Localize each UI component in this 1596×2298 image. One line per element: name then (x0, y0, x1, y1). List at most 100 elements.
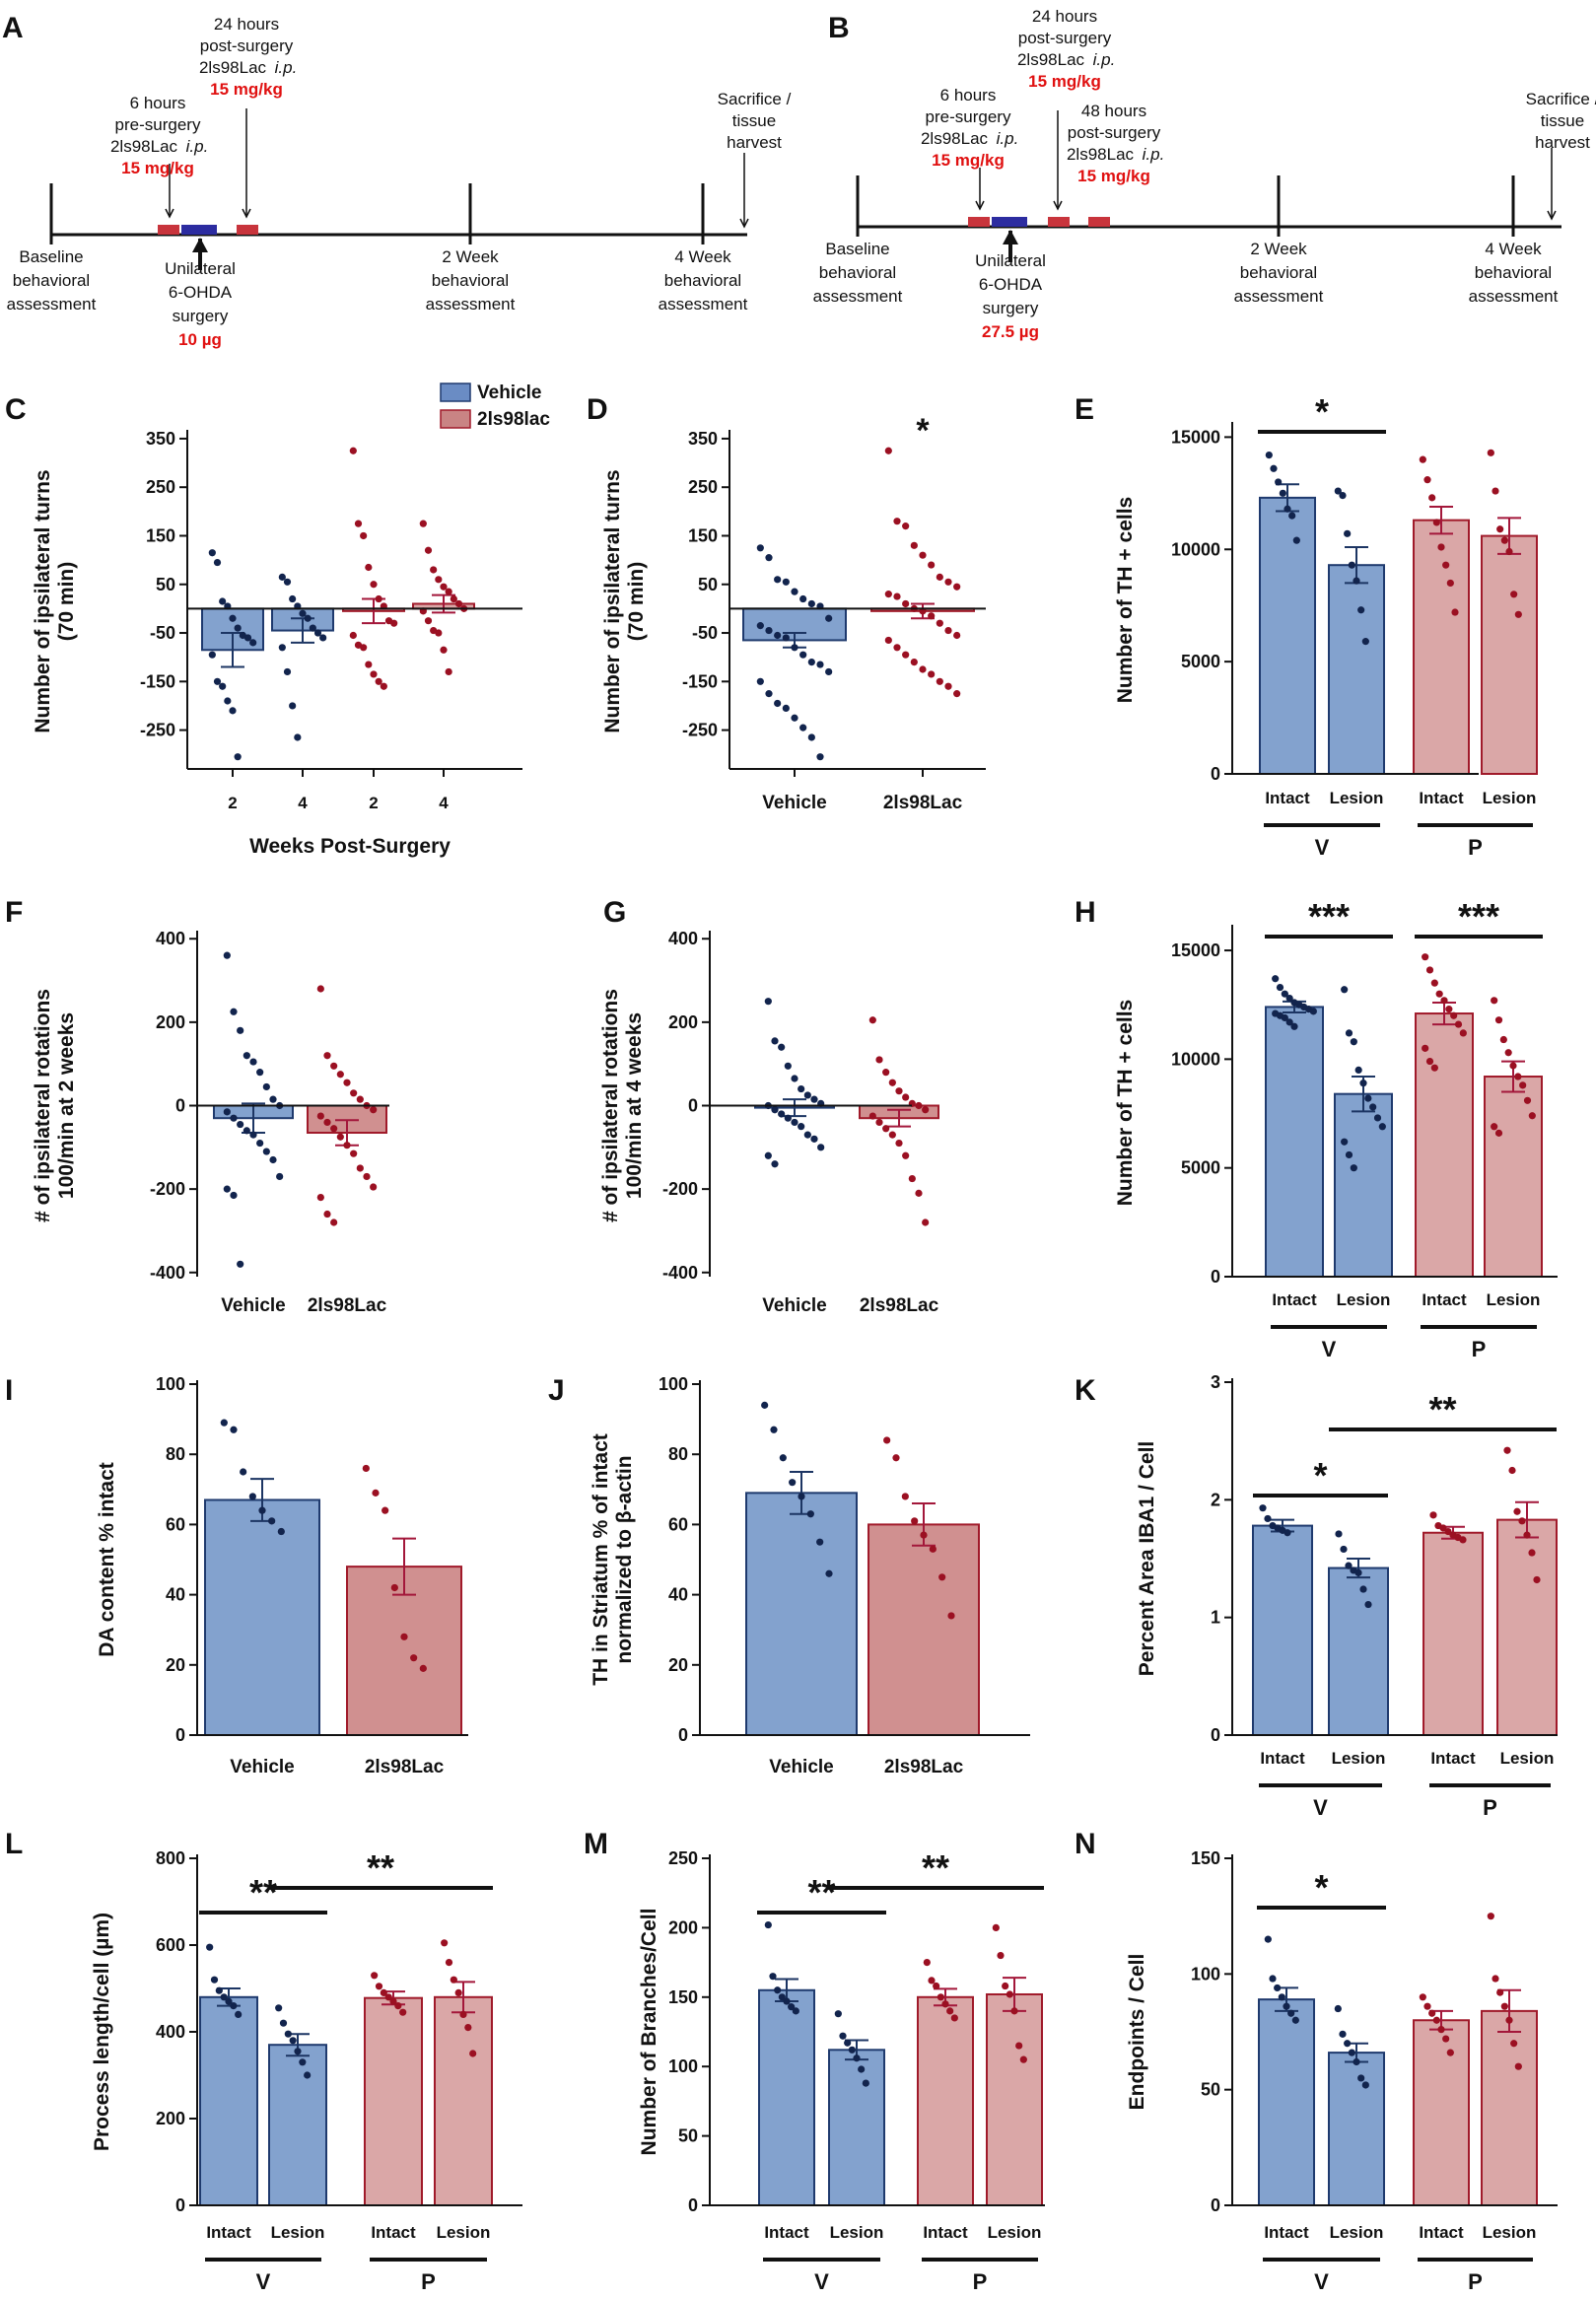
data-point (309, 624, 316, 632)
data-point (1510, 591, 1518, 598)
data-point (323, 1052, 331, 1060)
y-axis-title: # of ipsilateral rotations (32, 989, 54, 1222)
data-point (902, 651, 910, 659)
bar-K-0 (1252, 1524, 1313, 1736)
x-tick-label: Intact (923, 2223, 968, 2242)
x-tick-label: Intact (1419, 2223, 1464, 2242)
bar-H-3 (1484, 1076, 1543, 1279)
data-point (330, 1062, 338, 1070)
x-tick-label: 2ls98Lac (365, 1757, 445, 1777)
data-point (778, 1043, 786, 1051)
group-label: P (1468, 2269, 1483, 2293)
data-point (936, 619, 943, 627)
bar-K-3 (1496, 1518, 1558, 1736)
data-point (363, 1172, 371, 1181)
data-point (771, 1160, 779, 1168)
data-point (1015, 2042, 1023, 2050)
data-point (902, 522, 910, 530)
data-point (895, 1087, 903, 1095)
data-point (435, 576, 443, 584)
y-tick-label: -50 (150, 623, 175, 643)
x-tick-label: Lesion (1483, 2223, 1537, 2242)
data-point (1503, 1446, 1511, 1454)
timeline-text: Baseline (825, 240, 889, 258)
panel-letter: F (5, 896, 23, 929)
data-point (229, 707, 237, 715)
data-point (1281, 990, 1288, 998)
data-point (450, 1976, 457, 1984)
group-label: P (421, 2269, 436, 2293)
group-label: V (1315, 835, 1330, 860)
data-point (269, 1095, 277, 1103)
route-text: i.p. (186, 137, 209, 156)
y-tick-label: 600 (156, 1935, 185, 1955)
data-point (384, 1993, 392, 2001)
data-point (950, 2014, 958, 2022)
bar-M-3 (986, 1992, 1043, 2207)
data-point (419, 1664, 427, 1672)
group-label: P (1472, 1337, 1487, 1361)
data-point (1373, 1114, 1382, 1122)
data-point (1428, 2009, 1436, 2017)
data-point (803, 1131, 811, 1139)
data-point (1002, 1982, 1009, 1990)
data-point (390, 619, 398, 627)
data-point (765, 554, 773, 562)
data-point (336, 1133, 344, 1141)
data-point (343, 1079, 351, 1086)
y-tick-label: 3 (1211, 1372, 1220, 1392)
group-label: V (1314, 2269, 1329, 2293)
data-point (283, 667, 292, 676)
data-point (771, 1106, 779, 1114)
data-point (225, 1997, 233, 2005)
x-tick-label: Vehicle (230, 1757, 295, 1777)
timeline-text: surgery (983, 299, 1039, 317)
data-point (371, 1972, 379, 1980)
x-tick-label: Intact (1419, 789, 1464, 807)
timeline-text: 4 Week (674, 247, 731, 266)
timeline-text: 6 hours (130, 94, 186, 112)
data-point (1284, 1529, 1291, 1537)
x-tick-label: 2ls98Lac (860, 1295, 939, 1316)
data-point (360, 531, 368, 540)
data-point (1291, 2016, 1299, 2024)
data-point (1523, 1531, 1531, 1539)
arrow-head (242, 208, 251, 219)
y-tick-label: 10000 (1171, 539, 1220, 559)
data-point (399, 2008, 407, 2016)
y-tick-label: -400 (150, 1263, 185, 1283)
data-point (1292, 536, 1300, 544)
y-tick-label: 50 (1201, 2080, 1220, 2100)
data-point (223, 1108, 231, 1116)
y-tick-label: -150 (682, 671, 718, 691)
data-point (1437, 543, 1445, 551)
data-point (769, 1973, 777, 1981)
data-point (1419, 1993, 1426, 2001)
data-point (953, 690, 961, 698)
data-point (1423, 2002, 1431, 2010)
data-point (1510, 2040, 1518, 2048)
surgery-arrow-head (192, 238, 208, 252)
data-point (1276, 983, 1284, 992)
arrow-head (739, 218, 749, 229)
data-point (1508, 1466, 1516, 1475)
data-point (343, 1142, 351, 1149)
dose-text: 27.5 µg (982, 322, 1039, 341)
x-tick-label: 2ls98Lac (883, 793, 963, 813)
data-point (389, 1997, 397, 2005)
x-axis-title: Weeks Post-Surgery (249, 835, 451, 858)
data-point (248, 1493, 256, 1500)
data-point (316, 985, 324, 993)
data-point (783, 1997, 791, 2005)
data-point (360, 644, 368, 652)
data-point (848, 2046, 856, 2054)
data-point (1499, 1035, 1507, 1044)
data-point (884, 636, 892, 645)
data-point (764, 998, 772, 1006)
y-axis-title: Number of ipsilateral turns (601, 469, 624, 732)
y-tick-label: 0 (175, 1725, 185, 1745)
data-point (902, 1093, 910, 1101)
data-point (908, 1174, 916, 1183)
data-point (1359, 1585, 1367, 1593)
data-point (441, 1939, 449, 1947)
